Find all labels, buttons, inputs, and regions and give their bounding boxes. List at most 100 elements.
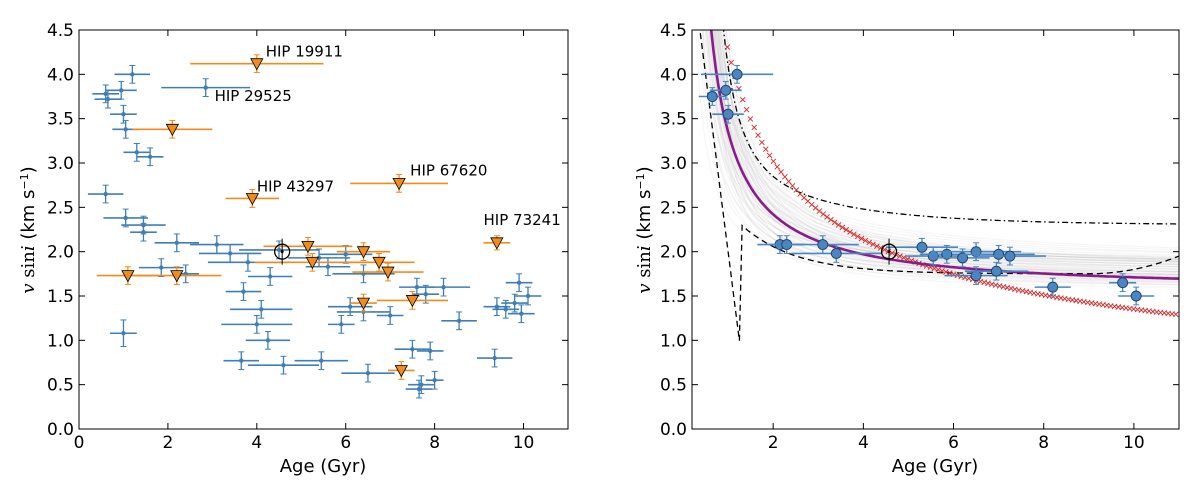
model-ensemble-curve <box>723 30 1179 276</box>
planet-host-triangle <box>305 256 320 270</box>
left-axes-frame <box>78 29 569 430</box>
model-ensemble-curve <box>710 30 1179 272</box>
field-star-point <box>319 358 324 363</box>
field-star-point <box>347 304 353 309</box>
model-ensemble-curve <box>726 30 1179 274</box>
model-ensemble-curve <box>716 30 1179 283</box>
upper-bound-curve <box>722 30 1179 225</box>
skumanich-model-cross <box>766 152 773 159</box>
planet-host-triangle <box>356 297 371 310</box>
field-star-point <box>456 318 462 324</box>
planet-host-triangle <box>121 270 135 283</box>
model-ensemble-curve <box>710 30 1179 253</box>
star-point <box>817 239 829 251</box>
skumanich-model-cross <box>847 229 853 235</box>
skumanich-model-cross <box>816 208 823 214</box>
skumanich-model-cross <box>724 44 731 50</box>
annotation-hip-73241: HIP 73241 <box>484 211 561 229</box>
y-tick-label: 3.0 <box>660 154 687 174</box>
skumanich-model-cross <box>858 235 865 242</box>
model-ensemble-curve <box>717 30 1179 261</box>
field-star-point <box>416 386 422 392</box>
model-ensemble-curve <box>711 30 1179 256</box>
field-star-point <box>123 215 128 221</box>
y-tick-label: 4.0 <box>47 65 74 85</box>
planet-host-triangle <box>301 240 315 254</box>
field-star-point <box>265 338 271 343</box>
model-ensemble-curve <box>715 30 1179 254</box>
field-star-point <box>147 154 153 159</box>
field-star-point <box>259 307 264 312</box>
left-x-axis-label: Age (Gyr) <box>280 456 367 477</box>
right-tick-marks <box>692 29 1179 430</box>
field-star-point <box>387 313 393 318</box>
field-star-point <box>141 229 146 235</box>
planet-host-triangle <box>245 193 260 206</box>
annotation-hip-29525: HIP 29525 <box>215 87 292 105</box>
field-star-point <box>339 322 344 327</box>
y-tick-label: 4.5 <box>47 21 74 41</box>
skumanich-model-cross <box>751 124 758 131</box>
skumanich-model-cross <box>870 241 876 248</box>
skumanich-model-cross <box>931 265 938 272</box>
skumanich-model-cross <box>782 174 788 180</box>
field-star-point <box>227 251 233 256</box>
field-star-point <box>316 255 322 261</box>
field-star-point <box>419 382 424 387</box>
field-star-point <box>130 72 135 77</box>
star-point <box>1117 277 1129 289</box>
model-ensemble-curve <box>725 30 1179 260</box>
field-star-point <box>365 370 371 376</box>
model-ensemble-curve <box>722 30 1179 262</box>
model-ensemble-curve <box>711 30 1179 273</box>
skumanich-model-cross <box>889 250 896 256</box>
field-star-point <box>281 362 286 368</box>
model-ensemble-curve <box>713 30 1179 286</box>
skumanich-model-cross <box>935 266 942 273</box>
x-tick-label: 8 <box>429 433 440 453</box>
field-star-point <box>214 242 220 247</box>
field-star-point <box>245 260 251 265</box>
model-ensemble-curve <box>709 30 1179 270</box>
star-point <box>720 84 732 96</box>
skumanich-model-cross <box>774 163 781 170</box>
model-ensemble-curve <box>719 30 1179 276</box>
planet-host-triangle <box>250 58 264 71</box>
star-point <box>916 241 928 253</box>
right-panel: 2 4 6 8 10 0.0 0.5 1.0 1.5 2.0 2.5 3.0 3… <box>634 21 1180 477</box>
field-star-point <box>343 252 348 257</box>
right-x-tick-labels: 2 4 6 8 10 <box>768 433 1145 453</box>
model-ensemble-curve <box>713 30 1179 251</box>
field-star-point <box>103 191 108 197</box>
skumanich-model-cross <box>739 96 746 103</box>
skumanich-model-cross <box>828 216 834 223</box>
y-tick-label: 4.5 <box>660 21 687 41</box>
x-tick-label: 10 <box>513 433 535 453</box>
star-point <box>927 250 939 262</box>
planet-host-triangle <box>372 256 386 270</box>
y-tick-label: 2.0 <box>47 243 74 263</box>
planet-host-triangle <box>392 177 406 191</box>
y-tick-label: 1.0 <box>660 331 687 351</box>
skumanich-model-cross <box>843 226 850 233</box>
x-tick-label: 8 <box>1038 433 1049 453</box>
y-tick-label: 3.5 <box>660 110 687 130</box>
skumanich-model-cross <box>851 231 857 238</box>
model-ensemble-curve <box>719 30 1179 264</box>
skumanich-model-cross <box>824 214 830 220</box>
field-star-point <box>516 280 522 285</box>
skumanich-model-cross <box>1173 311 1179 318</box>
model-ensemble-curve <box>713 30 1179 286</box>
field-star-point <box>121 112 126 117</box>
field-star-point <box>119 88 124 93</box>
star-point <box>1130 290 1142 302</box>
y-tick-label: 1.5 <box>47 287 74 307</box>
skumanich-model-cross <box>762 146 769 152</box>
annotation-hip-67620: HIP 67620 <box>410 161 487 179</box>
skumanich-model-cross <box>897 253 903 259</box>
skumanich-model-cross <box>770 158 777 165</box>
star-point <box>970 270 982 282</box>
model-ensemble-curve <box>717 30 1179 280</box>
skumanich-model-cross <box>874 243 880 250</box>
star-point <box>957 252 969 264</box>
